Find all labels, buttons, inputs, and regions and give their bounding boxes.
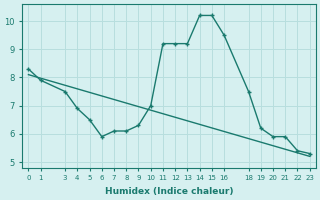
X-axis label: Humidex (Indice chaleur): Humidex (Indice chaleur) [105, 187, 233, 196]
